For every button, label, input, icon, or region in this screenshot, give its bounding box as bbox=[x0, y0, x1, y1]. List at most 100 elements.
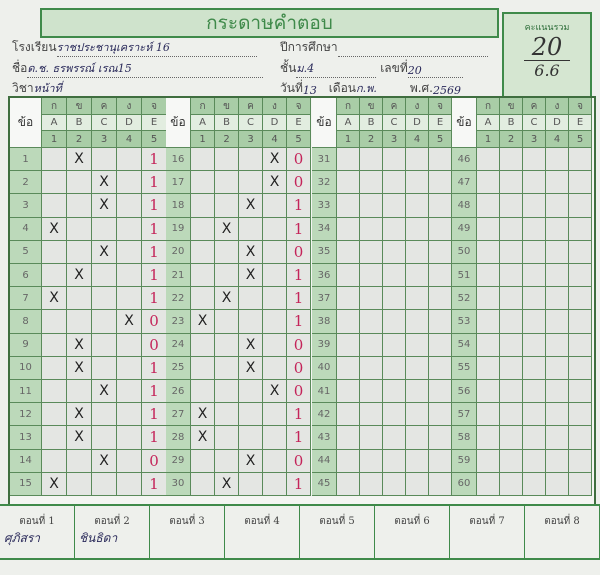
answer-cell[interactable]: 1 bbox=[287, 472, 311, 496]
answer-cell[interactable]: X bbox=[42, 472, 67, 496]
answer-cell[interactable]: X bbox=[215, 217, 239, 241]
answer-cell[interactable] bbox=[523, 194, 546, 218]
answer-cell[interactable] bbox=[477, 148, 500, 172]
answer-cell[interactable]: X bbox=[67, 148, 92, 172]
answer-cell[interactable] bbox=[477, 449, 500, 473]
answer-cell[interactable] bbox=[429, 310, 452, 334]
answer-cell[interactable] bbox=[500, 356, 523, 380]
answer-cell[interactable] bbox=[215, 171, 239, 195]
answer-cell[interactable] bbox=[383, 403, 406, 427]
answer-cell[interactable] bbox=[500, 217, 523, 241]
answer-cell[interactable] bbox=[546, 356, 569, 380]
part-cell-3[interactable]: ตอนที่ 3 bbox=[150, 506, 225, 558]
school-field[interactable]: ราชประชานุเคราะห์ 16 bbox=[56, 38, 257, 57]
answer-cell[interactable] bbox=[383, 449, 406, 473]
answer-cell[interactable] bbox=[42, 310, 67, 334]
answer-cell[interactable]: X bbox=[92, 449, 117, 473]
answer-cell[interactable]: X bbox=[215, 472, 239, 496]
answer-cell[interactable] bbox=[215, 240, 239, 264]
answer-cell[interactable]: X bbox=[67, 356, 92, 380]
answer-cell[interactable] bbox=[42, 148, 67, 172]
answer-cell[interactable] bbox=[117, 148, 142, 172]
answer-cell[interactable] bbox=[337, 403, 360, 427]
answer-cell[interactable] bbox=[406, 287, 429, 311]
answer-cell[interactable] bbox=[117, 356, 142, 380]
part-cell-7[interactable]: ตอนที่ 7 bbox=[450, 506, 525, 558]
answer-cell[interactable]: X bbox=[67, 264, 92, 288]
answer-cell[interactable] bbox=[92, 264, 117, 288]
answer-cell[interactable] bbox=[500, 264, 523, 288]
answer-cell[interactable] bbox=[360, 403, 383, 427]
answer-cell[interactable] bbox=[117, 287, 142, 311]
answer-cell[interactable] bbox=[42, 380, 67, 404]
answer-cell[interactable] bbox=[477, 264, 500, 288]
answer-cell[interactable] bbox=[337, 194, 360, 218]
answer-cell[interactable]: 1 bbox=[142, 217, 167, 241]
answer-cell[interactable] bbox=[263, 356, 287, 380]
answer-cell[interactable] bbox=[263, 194, 287, 218]
part-cell-1[interactable]: ตอนที่ 1 ศุภิสรา bbox=[0, 506, 75, 558]
answer-cell[interactable] bbox=[500, 449, 523, 473]
answer-cell[interactable] bbox=[117, 449, 142, 473]
part-cell-4[interactable]: ตอนที่ 4 bbox=[225, 506, 300, 558]
answer-cell[interactable] bbox=[429, 217, 452, 241]
answer-cell[interactable] bbox=[215, 194, 239, 218]
answer-cell[interactable] bbox=[337, 287, 360, 311]
answer-cell[interactable] bbox=[360, 264, 383, 288]
answer-cell[interactable] bbox=[546, 240, 569, 264]
answer-cell[interactable] bbox=[215, 426, 239, 450]
answer-cell[interactable] bbox=[477, 333, 500, 357]
answer-cell[interactable] bbox=[239, 217, 263, 241]
answer-cell[interactable] bbox=[569, 449, 592, 473]
answer-cell[interactable] bbox=[477, 287, 500, 311]
answer-cell[interactable] bbox=[360, 449, 383, 473]
answer-cell[interactable]: 0 bbox=[287, 449, 311, 473]
answer-cell[interactable] bbox=[42, 426, 67, 450]
answer-cell[interactable] bbox=[569, 194, 592, 218]
answer-cell[interactable]: 1 bbox=[287, 310, 311, 334]
answer-cell[interactable] bbox=[42, 449, 67, 473]
answer-cell[interactable] bbox=[406, 194, 429, 218]
answer-cell[interactable]: 1 bbox=[142, 148, 167, 172]
answer-cell[interactable] bbox=[117, 472, 142, 496]
answer-cell[interactable] bbox=[337, 171, 360, 195]
answer-cell[interactable] bbox=[569, 287, 592, 311]
answer-cell[interactable]: 0 bbox=[287, 171, 311, 195]
answer-cell[interactable] bbox=[569, 264, 592, 288]
answer-cell[interactable]: X bbox=[191, 310, 215, 334]
answer-cell[interactable] bbox=[546, 264, 569, 288]
answer-cell[interactable] bbox=[383, 148, 406, 172]
answer-cell[interactable] bbox=[117, 403, 142, 427]
answer-cell[interactable] bbox=[42, 171, 67, 195]
answer-cell[interactable] bbox=[569, 426, 592, 450]
answer-cell[interactable] bbox=[477, 356, 500, 380]
answer-cell[interactable] bbox=[337, 217, 360, 241]
answer-cell[interactable] bbox=[523, 264, 546, 288]
answer-cell[interactable] bbox=[569, 333, 592, 357]
answer-cell[interactable] bbox=[117, 264, 142, 288]
answer-cell[interactable] bbox=[429, 380, 452, 404]
answer-cell[interactable]: 1 bbox=[142, 287, 167, 311]
answer-cell[interactable] bbox=[215, 449, 239, 473]
answer-cell[interactable]: 1 bbox=[287, 264, 311, 288]
answer-cell[interactable] bbox=[383, 171, 406, 195]
answer-cell[interactable] bbox=[383, 380, 406, 404]
answer-cell[interactable] bbox=[239, 171, 263, 195]
answer-cell[interactable]: X bbox=[191, 403, 215, 427]
answer-cell[interactable]: X bbox=[263, 171, 287, 195]
answer-cell[interactable] bbox=[429, 356, 452, 380]
answer-cell[interactable] bbox=[239, 426, 263, 450]
answer-cell[interactable] bbox=[191, 380, 215, 404]
answer-cell[interactable] bbox=[67, 194, 92, 218]
answer-cell[interactable] bbox=[569, 380, 592, 404]
answer-cell[interactable] bbox=[429, 449, 452, 473]
answer-cell[interactable]: 0 bbox=[142, 449, 167, 473]
answer-cell[interactable]: X bbox=[215, 287, 239, 311]
name-field[interactable]: ด.ช. ธรพรรณ์ เรณ15 bbox=[27, 59, 264, 78]
answer-cell[interactable] bbox=[500, 194, 523, 218]
answer-cell[interactable] bbox=[92, 148, 117, 172]
answer-cell[interactable] bbox=[523, 403, 546, 427]
answer-cell[interactable] bbox=[500, 380, 523, 404]
answer-cell[interactable] bbox=[477, 472, 500, 496]
answer-cell[interactable] bbox=[569, 217, 592, 241]
